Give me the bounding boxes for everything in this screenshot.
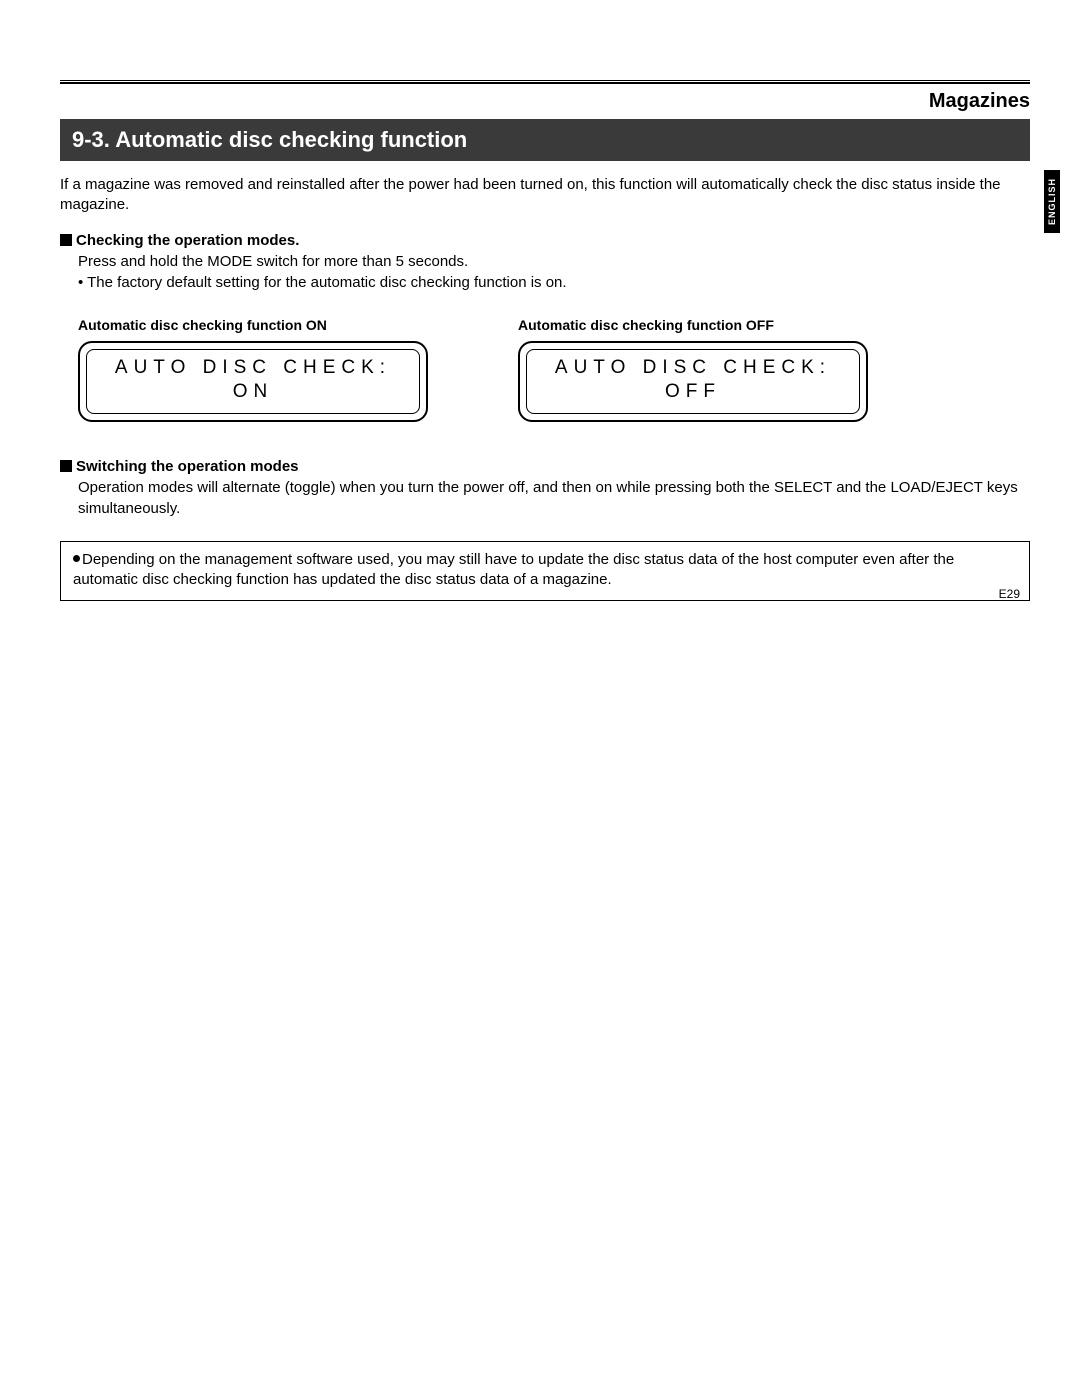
lcd-inner-off: AUTO DISC CHECK: OFF bbox=[526, 349, 860, 414]
display-off-caption: Automatic disc checking function OFF bbox=[518, 317, 868, 333]
note-text: Depending on the management software use… bbox=[73, 551, 954, 588]
note-box: Depending on the management software use… bbox=[60, 541, 1030, 602]
dot-bullet-icon bbox=[73, 555, 80, 562]
header-row: Magazines bbox=[60, 86, 1030, 119]
display-on-column: Automatic disc checking function ON AUTO… bbox=[78, 317, 428, 422]
manual-page: Magazines 9-3. Automatic disc checking f… bbox=[0, 0, 1080, 641]
header-category: Magazines bbox=[929, 90, 1030, 113]
switching-heading: Switching the operation modes bbox=[60, 458, 1030, 475]
lcd-display-row: Automatic disc checking function ON AUTO… bbox=[78, 317, 1030, 422]
display-off-column: Automatic disc checking function OFF AUT… bbox=[518, 317, 868, 422]
lcd-inner-on: AUTO DISC CHECK: ON bbox=[86, 349, 420, 414]
switching-body: Operation modes will alternate (toggle) … bbox=[60, 477, 1030, 519]
checking-line1: Press and hold the MODE switch for more … bbox=[60, 251, 1030, 272]
intro-paragraph: If a magazine was removed and reinstalle… bbox=[60, 175, 1030, 216]
section-title-bar: 9-3. Automatic disc checking function bbox=[60, 119, 1030, 161]
lcd-box-on: AUTO DISC CHECK: ON bbox=[78, 341, 428, 422]
square-bullet-icon bbox=[60, 460, 72, 472]
language-tab: ENGLISH bbox=[1044, 170, 1060, 233]
lcd-on-line2: ON bbox=[97, 380, 409, 405]
lcd-off-line1: AUTO DISC CHECK: bbox=[537, 356, 849, 381]
display-on-caption: Automatic disc checking function ON bbox=[78, 317, 428, 333]
switching-heading-text: Switching the operation modes bbox=[76, 458, 299, 475]
lcd-on-line1: AUTO DISC CHECK: bbox=[97, 356, 409, 381]
square-bullet-icon bbox=[60, 234, 72, 246]
page-number: E29 bbox=[999, 587, 1020, 601]
checking-heading: Checking the operation modes. bbox=[60, 232, 1030, 249]
lcd-box-off: AUTO DISC CHECK: OFF bbox=[518, 341, 868, 422]
checking-heading-text: Checking the operation modes. bbox=[76, 232, 299, 249]
lcd-off-line2: OFF bbox=[537, 380, 849, 405]
top-rule bbox=[60, 80, 1030, 84]
checking-bullet: • The factory default setting for the au… bbox=[60, 272, 1030, 293]
